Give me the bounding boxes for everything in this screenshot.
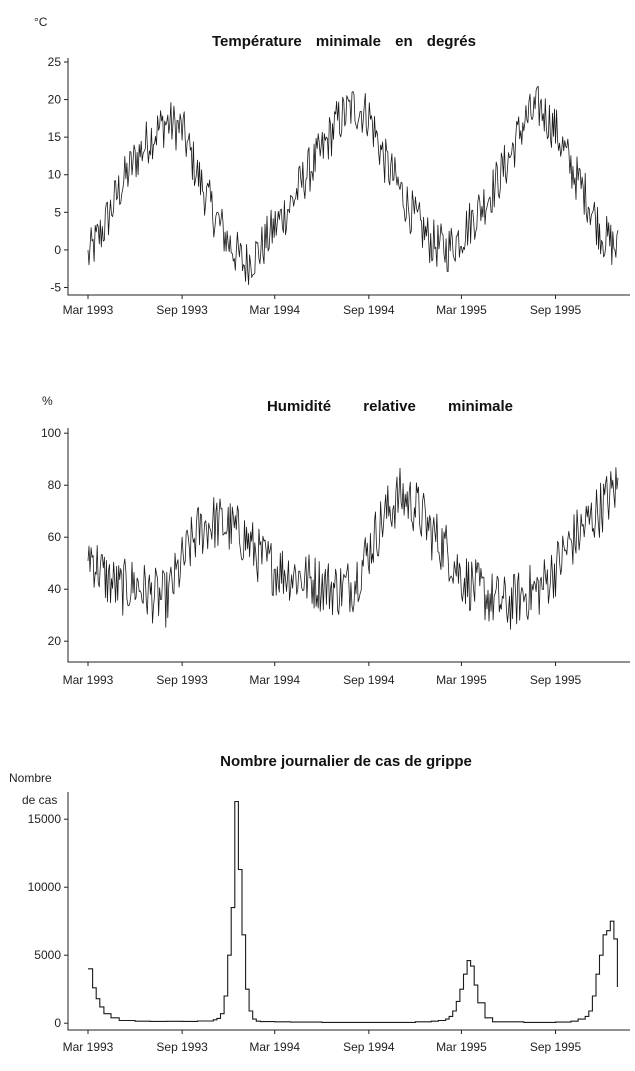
x-tick-label: Mar 1993: [63, 673, 114, 687]
y-tick-label: 100: [41, 426, 61, 440]
y-tick-label: 60: [48, 530, 62, 544]
temperature-y-unit: °C: [34, 15, 48, 29]
x-tick-label: Sep 1995: [530, 673, 582, 687]
temperature-title: Température minimale en degrés: [212, 33, 476, 50]
temperature-chart: °C Température minimale en degrés -5 0 5 10…: [34, 15, 630, 317]
x-tick-label: Mar 1995: [436, 673, 487, 687]
x-tick-label: Mar 1993: [63, 303, 114, 317]
y-tick-label: 20: [48, 634, 62, 648]
humidity-series-line: [87, 467, 619, 630]
humidity-axes: [67, 428, 630, 663]
humidity-title: Humidité relative minimale: [267, 398, 513, 415]
x-tick-label: Sep 1993: [156, 303, 208, 317]
x-tick-label: Mar 1994: [249, 303, 300, 317]
temperature-series-line: [87, 85, 619, 286]
x-tick-label: Sep 1994: [343, 303, 395, 317]
x-tick-label: Sep 1995: [530, 1040, 582, 1054]
y-tick-label: 5000: [34, 948, 61, 962]
x-tick-label: Mar 1995: [436, 303, 487, 317]
influenza-series-line: [88, 800, 618, 1023]
y-tick-label: 10: [48, 168, 62, 182]
x-tick-label: Mar 1994: [249, 1040, 300, 1054]
y-tick-label: 10000: [28, 880, 62, 894]
y-tick-label: 80: [48, 478, 62, 492]
y-tick-label: 40: [48, 582, 62, 596]
influenza-chart: Nombre journalier de cas de grippe Nombr…: [9, 753, 630, 1054]
y-tick-label: 0: [54, 1016, 61, 1030]
humidity-y-unit: %: [42, 394, 53, 408]
x-tick-label: Mar 1994: [249, 673, 300, 687]
x-tick-label: Mar 1993: [63, 1040, 114, 1054]
x-tick-label: Sep 1994: [343, 673, 395, 687]
y-tick-label: 15000: [28, 812, 62, 826]
x-tick-label: Mar 1995: [436, 1040, 487, 1054]
humidity-chart: % Humidité relative minimale 20 40 60 80 100…: [41, 394, 630, 687]
x-tick-label: Sep 1993: [156, 673, 208, 687]
x-tick-label: Sep 1995: [530, 303, 582, 317]
y-tick-label: 5: [54, 205, 61, 219]
y-tick-label: -5: [50, 280, 61, 294]
y-tick-label: 20: [48, 93, 62, 107]
influenza-axes: [67, 792, 630, 1031]
x-tick-label: Sep 1994: [343, 1040, 395, 1054]
y-tick-label: 25: [48, 55, 62, 69]
x-tick-label: Sep 1993: [156, 1040, 208, 1054]
y-tick-label: 15: [48, 130, 62, 144]
influenza-y-unit: Nombre de cas: [9, 771, 57, 807]
y-tick-label: 0: [54, 243, 61, 257]
influenza-title: Nombre journalier de cas de grippe: [220, 753, 472, 770]
temperature-axes: [67, 58, 630, 296]
